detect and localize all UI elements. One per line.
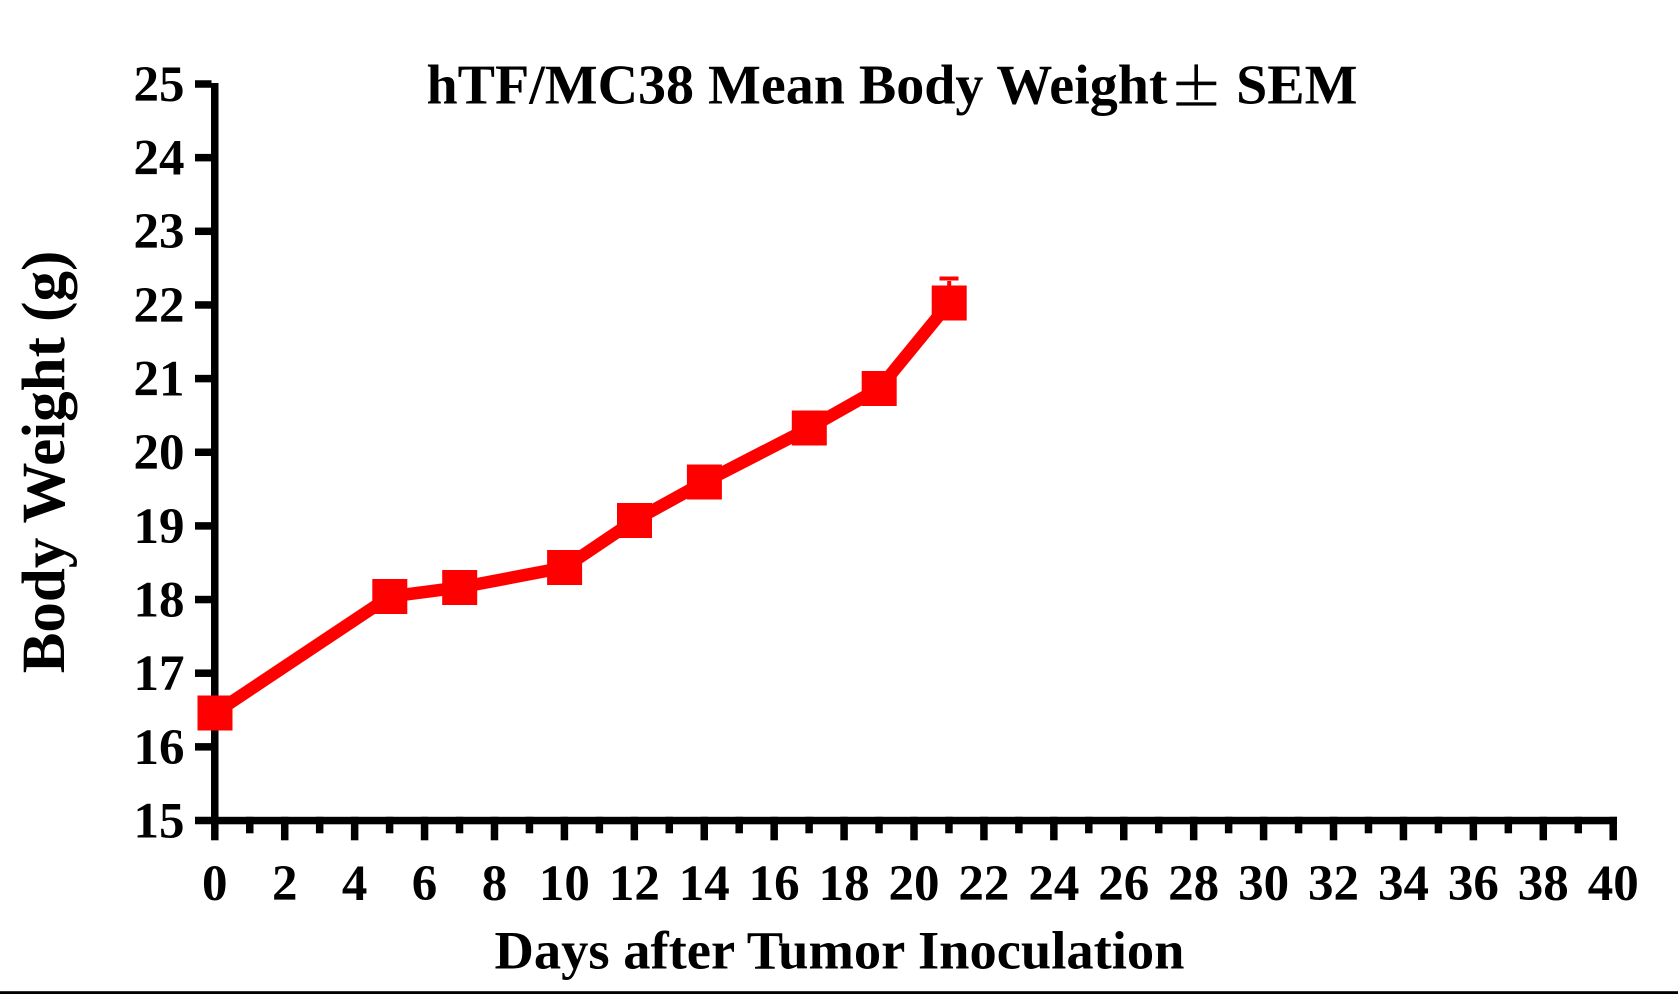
svg-text:25: 25	[134, 57, 185, 113]
svg-text:4: 4	[342, 856, 368, 912]
svg-text:6: 6	[412, 856, 438, 912]
svg-text:12: 12	[609, 856, 660, 912]
svg-text:15: 15	[134, 793, 185, 849]
svg-text:2: 2	[272, 856, 298, 912]
svg-text:20: 20	[134, 425, 185, 481]
svg-text:22: 22	[134, 278, 185, 334]
svg-text:23: 23	[134, 204, 185, 260]
svg-text:14: 14	[679, 856, 730, 912]
svg-text:26: 26	[1098, 856, 1149, 912]
svg-text:16: 16	[134, 720, 185, 776]
svg-text:19: 19	[134, 499, 185, 555]
svg-text:Body Weight (g): Body Weight (g)	[11, 251, 78, 674]
svg-text:16: 16	[749, 856, 800, 912]
svg-text:24: 24	[134, 131, 185, 187]
svg-text:38: 38	[1518, 856, 1569, 912]
svg-text:30: 30	[1238, 856, 1289, 912]
svg-text:18: 18	[134, 572, 185, 628]
svg-text:22: 22	[958, 856, 1009, 912]
svg-text:10: 10	[539, 856, 590, 912]
svg-text:0: 0	[202, 856, 228, 912]
svg-text:8: 8	[482, 856, 508, 912]
svg-text:40: 40	[1588, 856, 1639, 912]
svg-text:28: 28	[1168, 856, 1219, 912]
svg-text:34: 34	[1378, 856, 1429, 912]
svg-text:17: 17	[134, 646, 185, 702]
svg-text:20: 20	[889, 856, 940, 912]
svg-text:36: 36	[1448, 856, 1499, 912]
svg-text:21: 21	[134, 352, 185, 408]
svg-text:32: 32	[1308, 856, 1359, 912]
svg-text:18: 18	[819, 856, 870, 912]
svg-text:24: 24	[1028, 856, 1079, 912]
svg-text:Days after Tumor Inoculation: Days after Tumor Inoculation	[495, 920, 1185, 981]
